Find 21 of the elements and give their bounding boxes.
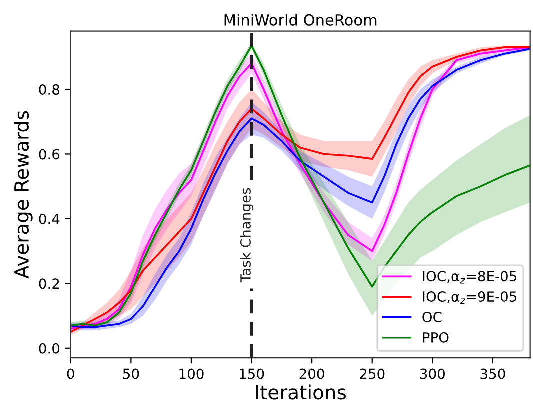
x-tick-label: 100 [180, 368, 204, 380]
x-tick-label: 300 [420, 368, 445, 380]
legend-label: IOC,α$_{z}$=9E-05 [423, 292, 516, 304]
x-tick-label: 150 [240, 368, 264, 380]
x-axis-title: Iterations [256, 384, 346, 400]
y-tick-label: 0.4 [39, 214, 60, 224]
y-tick-label: 0.0 [39, 343, 60, 354]
ref-line-label: Task Changes [240, 188, 254, 283]
y-tick-label: 0.2 [39, 278, 60, 290]
x-tick-label: 200 [300, 368, 324, 380]
chart-title: MiniWorld OneRoom [224, 14, 377, 26]
y-tick-label: 0.6 [39, 149, 60, 160]
x-tick-label: 0 [67, 368, 74, 380]
x-tick-label: 250 [360, 368, 385, 380]
y-axis-title: Average Rewards [14, 111, 33, 279]
x-tick-label: 50 [123, 368, 140, 380]
y-tick-label: 0.8 [39, 84, 60, 95]
legend-label: OC [422, 312, 442, 323]
legend-label: PPO [423, 332, 449, 343]
x-tick-label: 350 [480, 368, 506, 380]
legend-label: IOC,α$_{z}$=8E-05 [423, 271, 516, 284]
